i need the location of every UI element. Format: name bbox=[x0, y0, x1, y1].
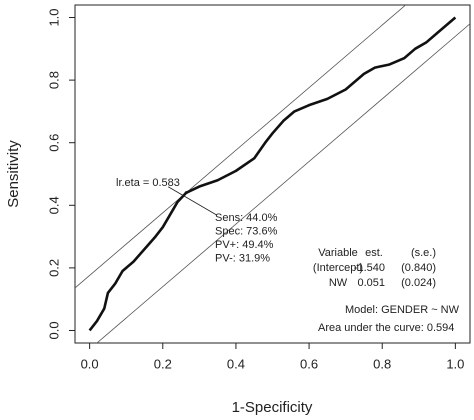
table-cell: (Intercept) bbox=[313, 262, 363, 274]
x-tick-label: 1.0 bbox=[446, 356, 464, 371]
x-tick-label: 0.2 bbox=[154, 356, 172, 371]
y-tick-label: 0.6 bbox=[46, 134, 61, 152]
table-cell: -1.540 bbox=[354, 262, 385, 274]
plot-box bbox=[74, 4, 471, 344]
x-tick-label: 0.6 bbox=[300, 356, 318, 371]
y-axis-title: Sensitivity bbox=[5, 140, 22, 208]
table-cell: est. bbox=[365, 247, 383, 259]
cutoff-label: lr.eta = 0.583 bbox=[116, 177, 180, 189]
table-cell: 0.051 bbox=[357, 277, 385, 289]
reference-line bbox=[96, 23, 470, 343]
cutoff-point bbox=[184, 191, 188, 195]
cutoff-stat: Sens: 44.0% bbox=[215, 212, 278, 224]
table-cell: (0.024) bbox=[401, 277, 436, 289]
table-cell: Variable bbox=[318, 247, 358, 259]
roc-curve bbox=[88, 16, 457, 332]
x-tick-label: 0.8 bbox=[373, 356, 391, 371]
y-tick-label: 1.0 bbox=[46, 8, 61, 26]
model-text: Model: GENDER ~ NW bbox=[345, 304, 460, 316]
y-tick-label: 0.2 bbox=[46, 259, 61, 277]
x-tick-label: 0.4 bbox=[227, 356, 245, 371]
table-cell: NW bbox=[329, 277, 348, 289]
reference-line bbox=[75, 5, 407, 289]
table-cell: (0.840) bbox=[401, 262, 436, 274]
y-tick-label: 0.8 bbox=[46, 71, 61, 89]
table-cell: (s.e.) bbox=[411, 247, 436, 259]
cutoff-stat: PV+: 49.4% bbox=[215, 239, 274, 251]
y-tick-label: 0.4 bbox=[46, 196, 61, 214]
auc-text: Area under the curve: 0.594 bbox=[318, 322, 454, 334]
y-tick-label: 0.0 bbox=[46, 321, 61, 339]
cutoff-stat: PV-: 31.9% bbox=[215, 252, 270, 264]
x-tick-label: 0.0 bbox=[81, 356, 99, 371]
leader-line bbox=[167, 186, 217, 216]
cutoff-stat: Spec: 73.6% bbox=[215, 225, 278, 237]
x-axis-title: 1-Specificity bbox=[232, 399, 313, 416]
